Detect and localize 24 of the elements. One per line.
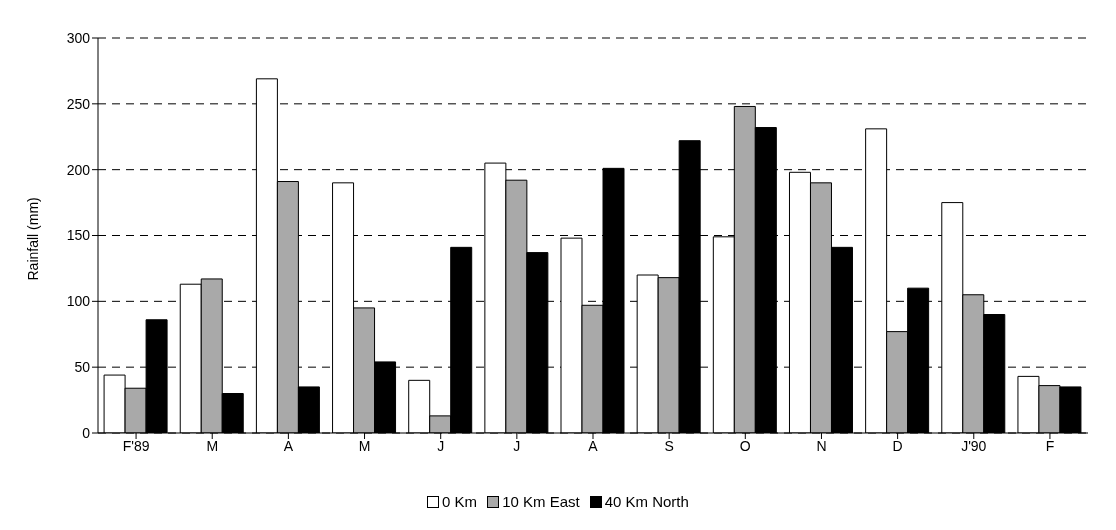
y-tick-label: 150	[66, 227, 91, 244]
x-tick-label: M	[358, 437, 371, 454]
x-tick-label: M	[206, 437, 219, 454]
x-tick-label: O	[739, 437, 751, 454]
x-tick-label: A	[283, 437, 294, 454]
y-tick-label: 300	[66, 29, 91, 46]
x-tick-label: J	[513, 437, 521, 454]
x-tick-label: N	[816, 437, 827, 454]
x-tick-label: A	[588, 437, 599, 454]
y-axis-title: Rainfall (mm)	[24, 197, 41, 281]
x-tick-label: J	[437, 437, 445, 454]
legend-label: 0 Km	[442, 493, 478, 510]
y-tick-label: 0	[82, 424, 91, 441]
legend-label: 40 Km North	[604, 493, 689, 510]
y-tick-label: 100	[66, 293, 91, 310]
x-tick-label: F'89	[122, 437, 150, 454]
legend-label: 10 Km East	[502, 493, 580, 510]
x-tick-label: J'90	[961, 437, 987, 454]
x-tick-label: S	[664, 437, 674, 454]
y-tick-label: 250	[66, 95, 91, 112]
x-tick-label: D	[892, 437, 903, 454]
x-tick-label: F	[1045, 437, 1055, 454]
y-tick-label: 200	[66, 161, 91, 178]
y-tick-label: 50	[74, 359, 91, 376]
